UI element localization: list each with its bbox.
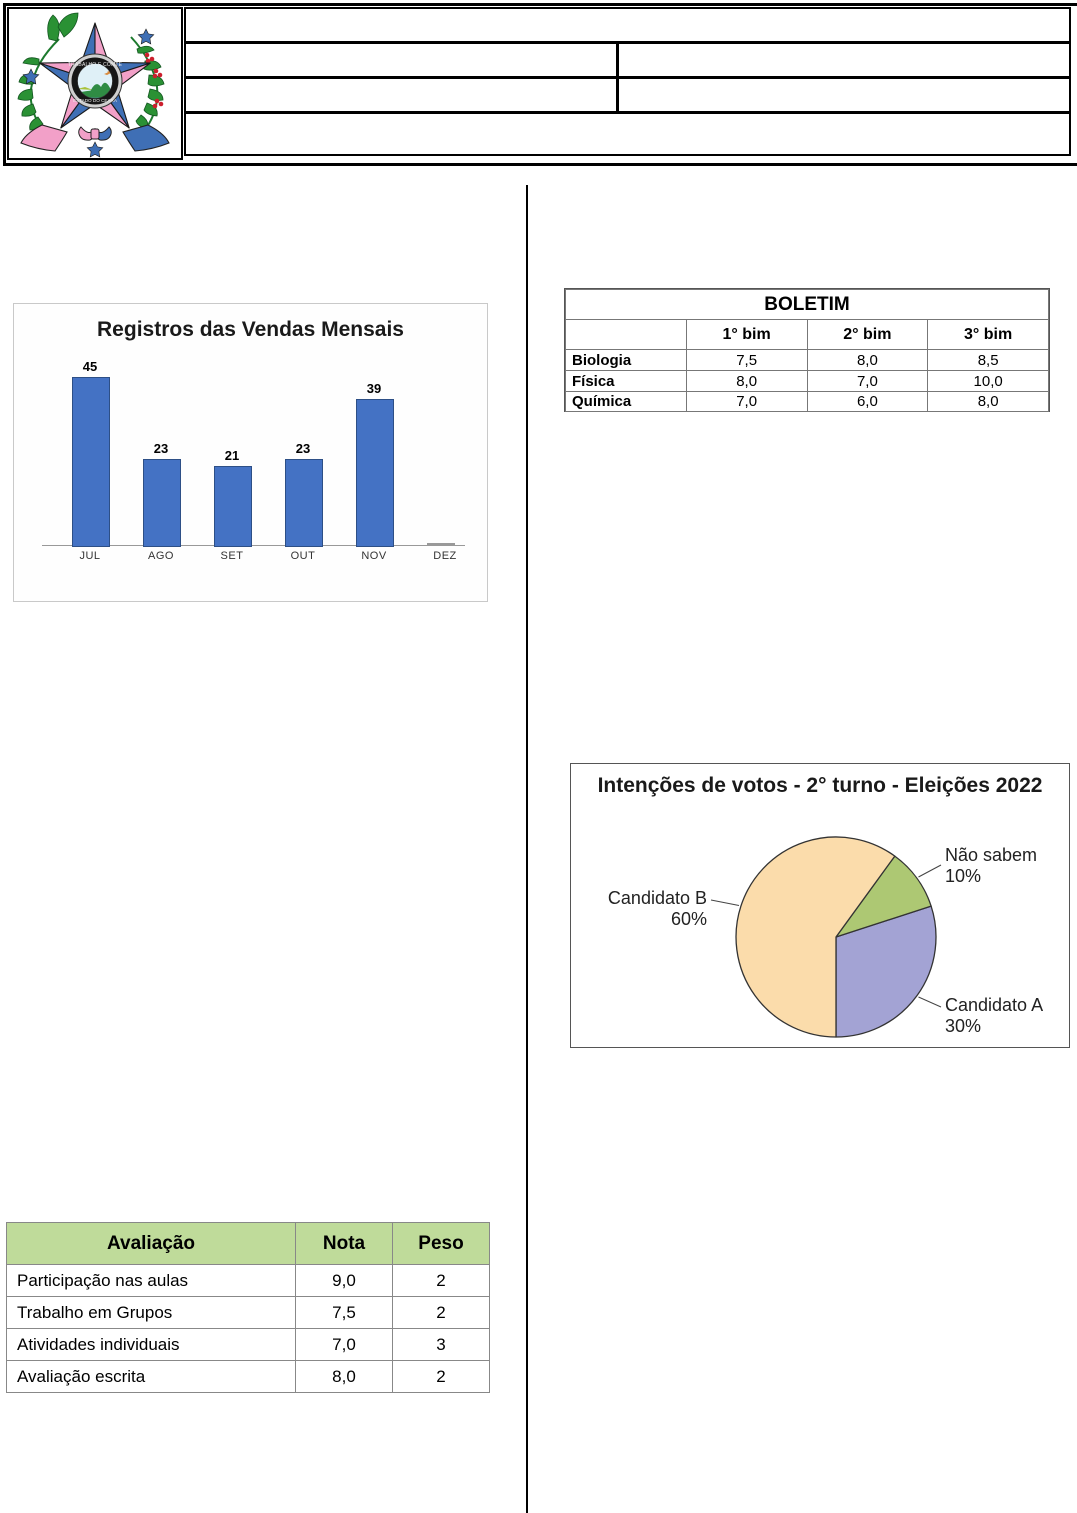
svg-text:60%: 60%: [671, 909, 707, 929]
svg-text:10%: 10%: [945, 866, 981, 886]
svg-text:Candidato A: Candidato A: [945, 995, 1043, 1015]
svg-text:30%: 30%: [945, 1016, 981, 1036]
svg-text:Candidato B: Candidato B: [608, 888, 707, 908]
svg-text:ESTADO DO CEARA: ESTADO DO CEARA: [73, 98, 118, 103]
svg-text:Não sabem: Não sabem: [945, 845, 1037, 865]
svg-text:TRABALHO E COMTE: TRABALHO E COMTE: [68, 62, 123, 68]
